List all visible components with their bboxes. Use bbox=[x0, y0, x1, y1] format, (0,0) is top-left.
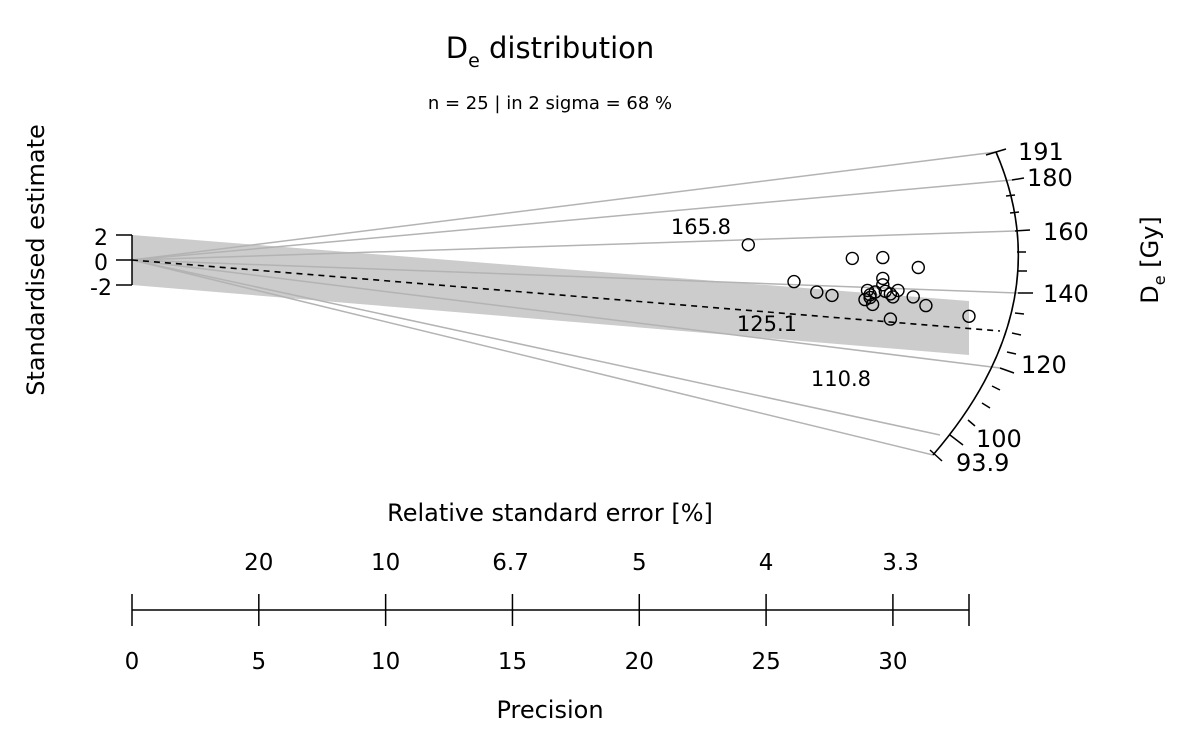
top-x-axis-label: Relative standard error [%] bbox=[387, 499, 713, 527]
z-tick bbox=[1011, 177, 1025, 181]
z-axis-arc bbox=[932, 151, 1020, 456]
z-tick bbox=[929, 449, 943, 462]
z-axis-ticks bbox=[929, 148, 1033, 462]
y-axis-label: Standardised estimate bbox=[22, 124, 50, 396]
data-point bbox=[858, 292, 872, 307]
x-axis bbox=[131, 594, 970, 626]
top-x-tick-label: 10 bbox=[371, 550, 400, 576]
z-axis-label: De [Gy] bbox=[1136, 216, 1169, 303]
z-tick bbox=[999, 367, 1015, 374]
radial-lines bbox=[131, 151, 1019, 456]
z-tick bbox=[1011, 332, 1022, 336]
top-x-tick-label: 4 bbox=[759, 550, 774, 576]
radial-line bbox=[131, 259, 941, 436]
data-point bbox=[962, 309, 976, 323]
radial-line bbox=[131, 151, 997, 261]
x-tick-label: 20 bbox=[625, 649, 654, 675]
z-tick bbox=[991, 385, 1001, 391]
z-tick bbox=[1014, 312, 1025, 315]
data-point bbox=[919, 298, 933, 313]
z-tick-label: 93.9 bbox=[956, 449, 1009, 477]
x-axis-label: Precision bbox=[496, 696, 603, 724]
radial-line bbox=[131, 259, 934, 456]
z-tick-label: 100 bbox=[976, 425, 1022, 453]
chart-subtitle: n = 25 | in 2 sigma = 68 % bbox=[428, 93, 672, 114]
data-point bbox=[810, 285, 824, 299]
z-tick bbox=[985, 148, 1007, 156]
z-tick-label: 120 bbox=[1021, 351, 1067, 379]
y-tick-label: 0 bbox=[94, 251, 108, 276]
data-point bbox=[787, 274, 801, 289]
point-label: 125.1 bbox=[737, 312, 797, 336]
data-point bbox=[886, 290, 900, 304]
data-points bbox=[741, 238, 976, 326]
point-label: 110.8 bbox=[811, 367, 871, 391]
z-tick-label: 160 bbox=[1043, 218, 1089, 246]
point-label: 165.8 bbox=[671, 215, 731, 239]
data-point bbox=[911, 260, 925, 275]
z-tick bbox=[981, 402, 991, 409]
z-tick-label: 180 bbox=[1027, 164, 1073, 192]
z-tick bbox=[949, 434, 964, 446]
top-x-tick-label: 5 bbox=[632, 550, 647, 576]
radial-line bbox=[131, 230, 1016, 261]
z-tick bbox=[1006, 351, 1017, 355]
top-x-tick-labels: 20 10 6.7 5 4 3.3 bbox=[244, 550, 919, 576]
data-point bbox=[876, 271, 890, 286]
data-point bbox=[876, 278, 890, 292]
data-point bbox=[845, 251, 859, 266]
z-tick bbox=[967, 419, 976, 427]
x-tick-label: 0 bbox=[125, 649, 140, 675]
y-tick-label: 2 bbox=[94, 226, 108, 251]
top-x-tick-label: 20 bbox=[244, 550, 273, 576]
z-tick-label: 140 bbox=[1043, 280, 1089, 308]
data-point bbox=[883, 312, 898, 326]
z-tick bbox=[1014, 229, 1031, 232]
data-point bbox=[825, 288, 839, 303]
x-tick-labels: 0 5 10 15 20 25 30 bbox=[125, 649, 908, 675]
data-point bbox=[876, 250, 890, 265]
data-point bbox=[865, 297, 880, 312]
top-x-tick-label: 3.3 bbox=[882, 550, 919, 576]
data-point bbox=[906, 290, 920, 304]
y-axis bbox=[116, 234, 133, 286]
radial-line bbox=[131, 179, 1013, 261]
x-tick-label: 15 bbox=[498, 649, 527, 675]
z-tick bbox=[1005, 194, 1016, 197]
chart-title: De distribution bbox=[446, 31, 655, 72]
x-tick-label: 30 bbox=[878, 649, 907, 675]
x-tick-label: 25 bbox=[751, 649, 780, 675]
z-tick-label: 191 bbox=[1018, 138, 1064, 166]
data-point bbox=[741, 238, 755, 252]
z-tick bbox=[1009, 211, 1020, 214]
central-line bbox=[131, 259, 1001, 332]
x-tick-label: 10 bbox=[371, 649, 400, 675]
x-tick-label: 5 bbox=[251, 649, 266, 675]
y-tick-label: -2 bbox=[90, 276, 112, 301]
top-x-tick-label: 6.7 bbox=[492, 550, 529, 576]
radial-line bbox=[131, 259, 1001, 369]
